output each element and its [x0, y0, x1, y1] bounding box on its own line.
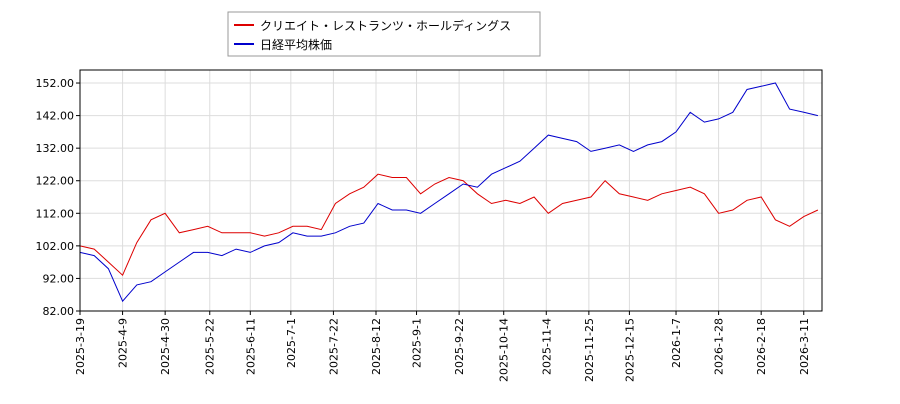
x-tick-label: 2026-2-18: [755, 318, 768, 375]
plot-border: [79, 69, 823, 312]
legend-label: 日経平均株価: [260, 37, 332, 52]
y-tick-label: 122.00: [36, 175, 75, 188]
x-tick-label: 2025-11-25: [583, 318, 596, 382]
x-tick-label: 2025-9-22: [453, 318, 466, 375]
legend-label: クリエイト・レストランツ・ホールディングス: [260, 18, 511, 33]
y-tick-label: 112.00: [36, 207, 75, 220]
line-series: [79, 82, 819, 303]
x-tick-label: 2025-4-9: [117, 318, 130, 368]
plot-area: [79, 69, 823, 312]
x-tick-label: 2025-7-1: [285, 318, 298, 368]
y-tick-label: 152.00: [36, 77, 75, 90]
y-tick-label: 92.00: [43, 272, 75, 285]
y-tick-label: 142.00: [36, 110, 75, 123]
x-tick-label: 2025-3-19: [74, 318, 87, 375]
x-tick-label: 2025-6-11: [244, 318, 257, 375]
x-tick-label: 2025-7-22: [327, 318, 340, 375]
y-tick-label: 132.00: [36, 142, 75, 155]
x-tick-label: 2026-1-28: [713, 318, 726, 375]
y-tick-label: 82.00: [43, 305, 75, 318]
y-tick-label: 102.00: [36, 240, 75, 253]
x-tick-label: 2025-9-1: [411, 318, 424, 368]
x-tick-label: 2025-10-14: [498, 318, 511, 382]
x-tick-label: 2025-5-22: [204, 318, 217, 375]
x-tick-label: 2025-11-4: [540, 318, 553, 375]
legend-box: [227, 11, 541, 57]
x-tick-label: 2025-8-12: [370, 318, 383, 375]
x-tick-label: 2025-4-30: [159, 318, 172, 375]
x-tick-label: 2026-3-11: [798, 318, 811, 375]
x-tick-label: 2025-12-15: [623, 318, 636, 382]
line-series: [79, 173, 819, 277]
x-tick-label: 2026-1-7: [670, 318, 683, 368]
